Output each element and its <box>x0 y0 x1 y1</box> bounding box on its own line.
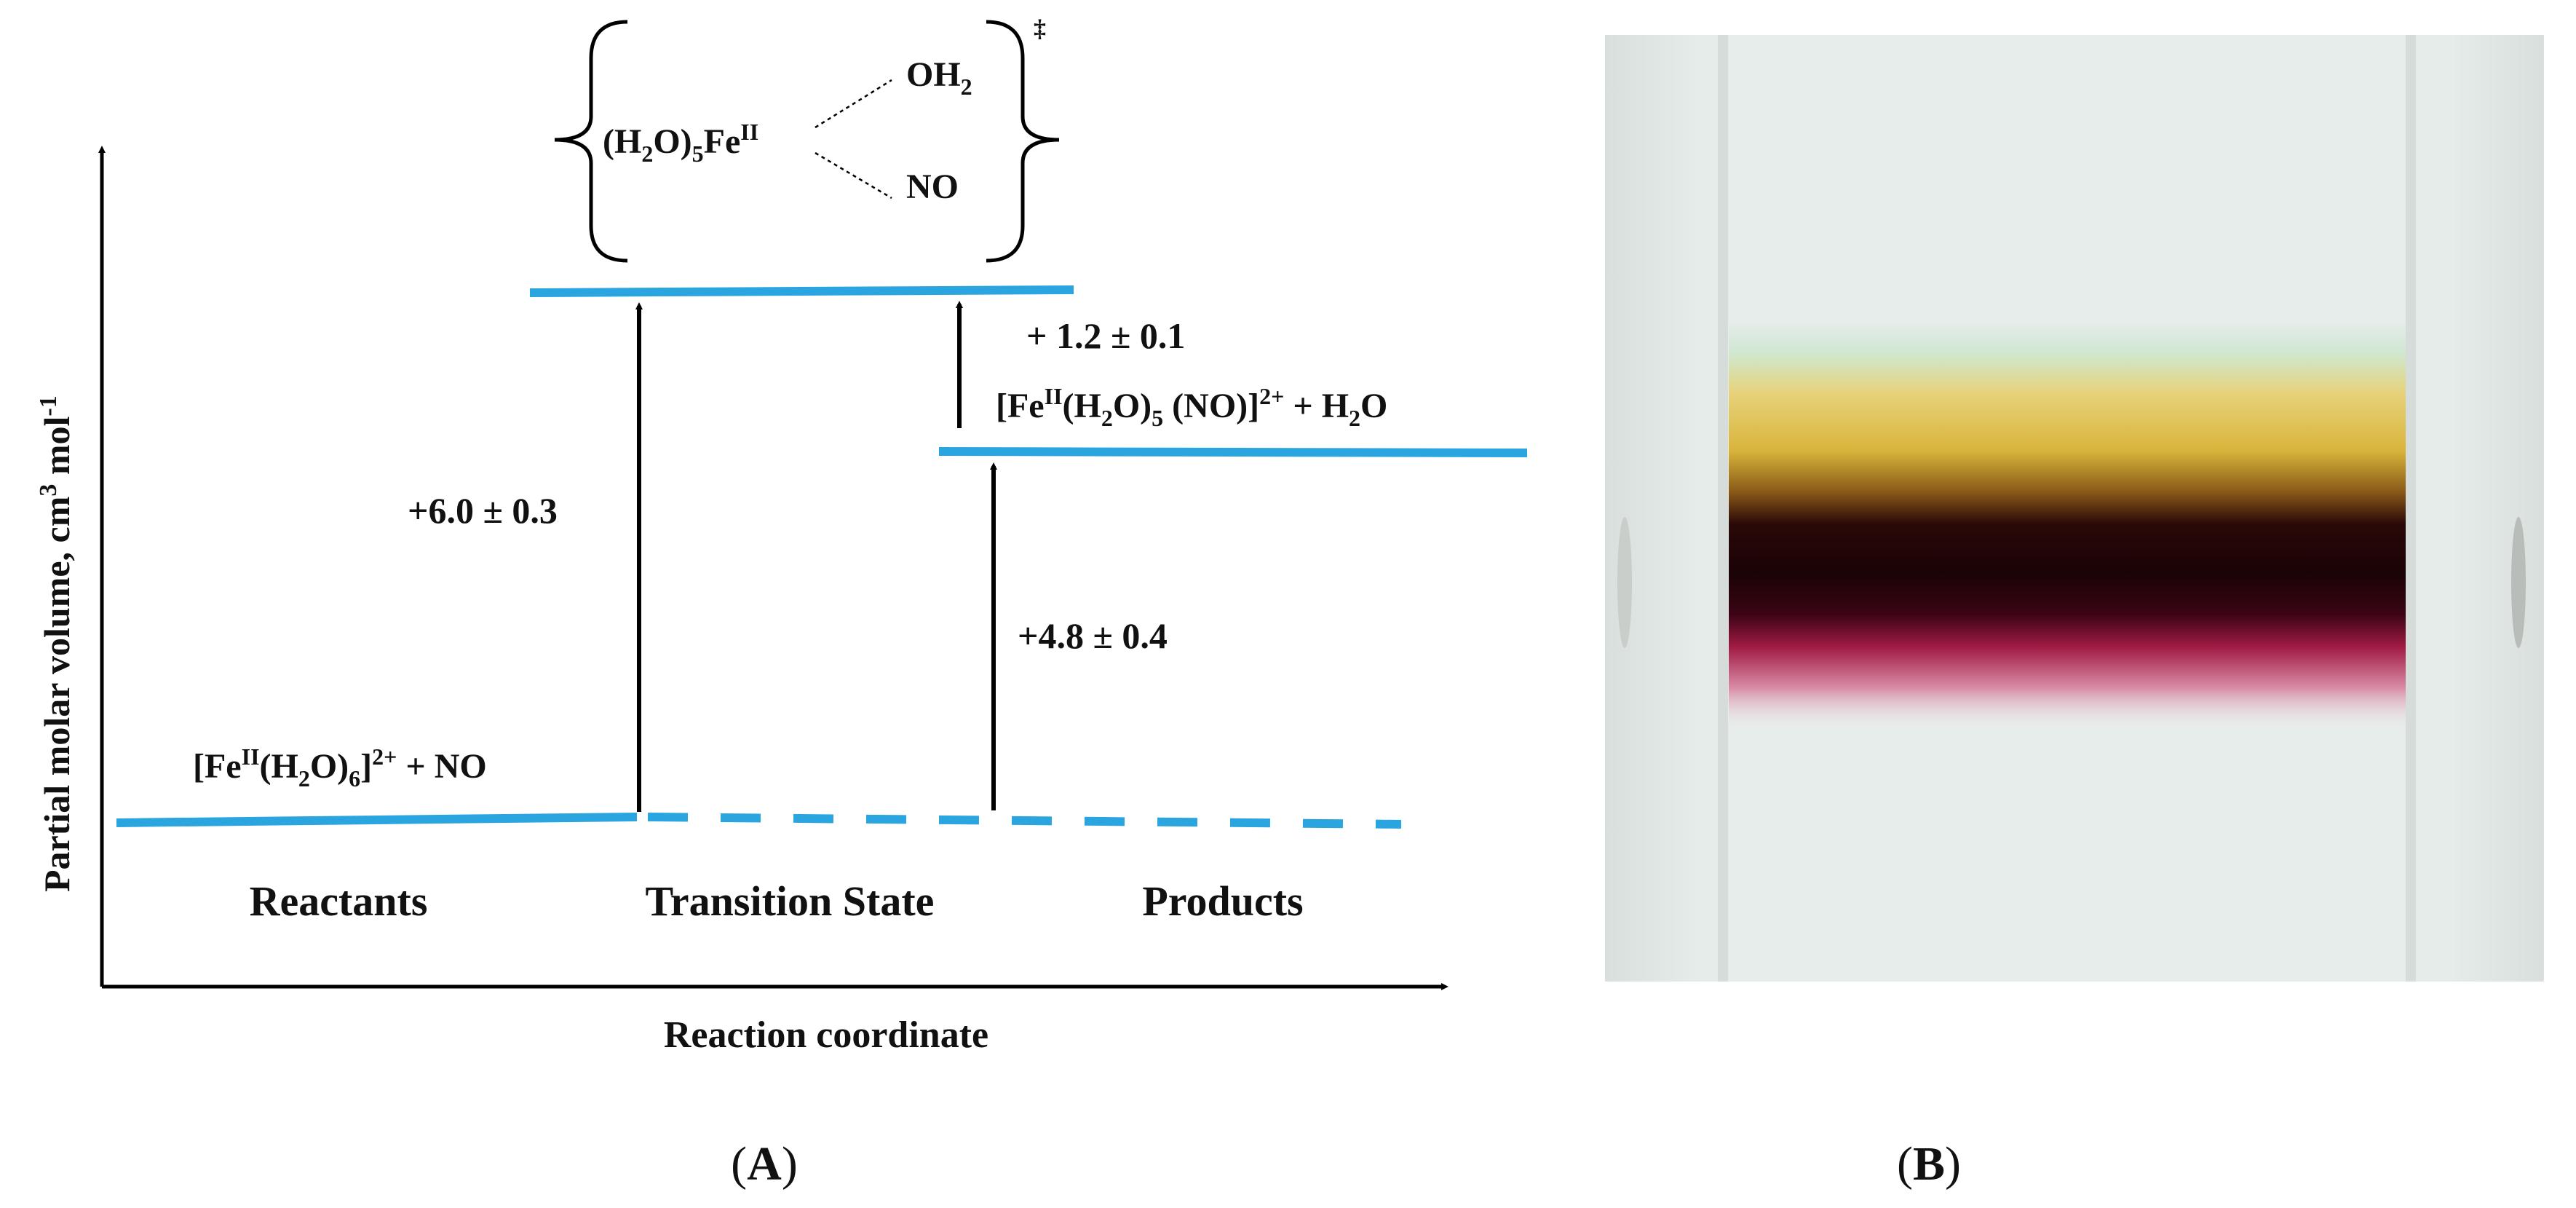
caption-b: (B) <box>1897 1137 1961 1191</box>
left-glass-reflection <box>1617 517 1632 648</box>
ts-left-brace <box>554 20 628 263</box>
ts-iron-center: (H2O)5FeII <box>603 119 758 167</box>
colored-reaction-band <box>1729 320 2406 728</box>
ts-dagger: ‡ <box>1034 15 1046 42</box>
reactant-baseline-dashed <box>647 813 1402 829</box>
transition-state-level-line <box>529 285 1074 297</box>
product-level-line <box>938 447 1528 457</box>
ts-bond-to-oh2 <box>815 79 892 129</box>
ts-bond-to-no <box>815 151 892 200</box>
reverse-activation-value: + 1.2 ± 0.1 <box>1026 315 1185 356</box>
y-axis-label: Partial molar volume, cm3 mol-1 <box>35 395 77 892</box>
x-axis-label: Reaction coordinate <box>664 1014 988 1056</box>
reactant-formula: [FeII(H2O)6]2+ + NO <box>193 743 487 791</box>
right-glass-reflection <box>2511 517 2526 648</box>
stage-label-reactants: Reactants <box>250 877 428 925</box>
stage-label-products: Products <box>1142 877 1303 925</box>
product-formula: [FeII(H2O)5 (NO)]2+ + H2O <box>996 383 1387 431</box>
energy-diagram-panel-a: Partial molar volume, cm3 mol-1 Reaction… <box>35 15 1528 1056</box>
ts-leaving-water: OH2 <box>906 55 972 100</box>
reaction-volume-value: +4.8 ± 0.4 <box>1018 615 1168 656</box>
sample-photo-panel-b <box>1605 35 2544 982</box>
ts-right-brace <box>986 20 1060 263</box>
reactant-level-line <box>116 813 638 827</box>
stage-label-transition: Transition State <box>646 877 935 925</box>
activation-volume-value: +6.0 ± 0.3 <box>408 490 558 531</box>
transition-state-structure: ‡ (H2O)5FeII OH2 NO <box>554 15 1060 263</box>
caption-a: (A) <box>731 1137 798 1191</box>
tube-left-edge-shadow <box>1718 35 1728 982</box>
tube-right-edge-shadow <box>2406 35 2416 982</box>
ts-entering-no: NO <box>906 167 959 206</box>
